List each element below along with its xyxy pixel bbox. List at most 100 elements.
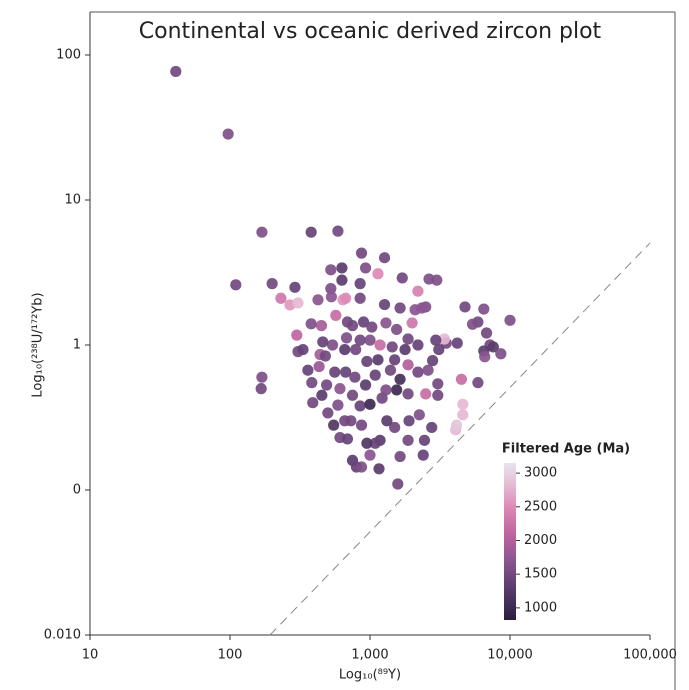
data-point (433, 343, 445, 356)
data-point (392, 478, 404, 490)
data-point (355, 419, 368, 431)
data-point (319, 350, 331, 362)
data-point (451, 337, 463, 349)
data-point (340, 292, 352, 304)
data-point (316, 389, 328, 401)
data-point (389, 421, 401, 434)
data-point (326, 339, 339, 351)
data-point (354, 400, 366, 412)
y-tick-label: 0 (73, 483, 81, 498)
data-point (366, 321, 378, 333)
data-point (336, 274, 348, 286)
data-point (339, 343, 351, 356)
data-point (432, 378, 444, 390)
data-point (307, 397, 319, 409)
data-point (495, 348, 507, 360)
data-point (349, 371, 361, 383)
data-point (402, 359, 414, 371)
data-point (340, 332, 353, 344)
data-point (422, 364, 434, 376)
x-tick-label: 100,000 (623, 648, 677, 663)
data-point (230, 279, 242, 291)
data-point (431, 274, 443, 286)
data-point (255, 383, 267, 395)
data-point (391, 384, 403, 396)
data-point (412, 339, 424, 351)
data-point (399, 343, 411, 356)
data-point (341, 433, 354, 445)
colorbar-tick-label: 2000 (524, 533, 557, 548)
data-point (364, 449, 376, 461)
data-point (275, 292, 287, 304)
colorbar (504, 463, 516, 620)
data-point (412, 366, 424, 378)
data-point (305, 318, 317, 330)
y-tick-label: 100 (56, 48, 81, 63)
data-point (256, 226, 268, 238)
data-point (355, 247, 368, 259)
data-point (394, 450, 406, 463)
data-point (430, 334, 442, 346)
data-point (427, 355, 439, 367)
data-point (480, 327, 493, 339)
x-tick-label: 10 (82, 648, 99, 663)
data-point (412, 285, 424, 297)
data-point (357, 316, 370, 328)
data-point (402, 434, 414, 446)
data-point (170, 65, 182, 78)
data-point (455, 373, 468, 385)
data-point (487, 341, 499, 353)
chart-title: Continental vs oceanic derived zircon pl… (139, 19, 602, 44)
data-point (478, 303, 490, 315)
data-point (364, 398, 376, 410)
data-point (402, 333, 414, 345)
data-point (332, 225, 344, 237)
data-point (391, 323, 403, 336)
data-point (384, 364, 397, 376)
data-point (420, 388, 432, 400)
y-axis-label: Log₁₀(²³⁸U/¹⁷²Yb) (31, 292, 46, 397)
data-point (325, 291, 337, 303)
data-point (355, 461, 368, 473)
data-point (361, 355, 373, 368)
data-point (330, 309, 342, 322)
colorbar-tick-label: 1000 (524, 600, 557, 615)
data-point (403, 415, 415, 427)
data-point (369, 369, 381, 381)
data-point (292, 297, 304, 309)
data-point (426, 421, 438, 434)
data-point (297, 343, 309, 356)
data-point (416, 302, 428, 314)
data-point (472, 377, 484, 389)
data-point (321, 379, 333, 391)
data-point (328, 419, 340, 431)
data-point (386, 341, 398, 353)
data-point (346, 389, 359, 401)
data-point (322, 407, 334, 419)
data-point (266, 278, 278, 290)
data-point (354, 334, 366, 346)
x-axis-label: Log₁₀(⁸⁹Y) (339, 668, 401, 683)
data-point (334, 383, 346, 395)
data-point (413, 409, 425, 421)
data-point (378, 252, 391, 264)
data-point (380, 317, 392, 329)
data-point (374, 339, 386, 351)
data-point (396, 272, 408, 284)
data-point (313, 360, 325, 373)
data-point (417, 449, 429, 461)
data-point (459, 301, 471, 313)
y-tick-label: 1 (73, 338, 81, 353)
data-point (336, 262, 348, 274)
data-point (354, 278, 366, 290)
data-point (289, 281, 301, 293)
data-point (378, 298, 391, 311)
data-point (341, 316, 354, 328)
data-point (332, 399, 344, 411)
data-point (504, 314, 516, 326)
data-point (354, 292, 366, 304)
data-point (479, 351, 491, 363)
data-point (350, 343, 362, 356)
x-tick-label: 100 (218, 648, 243, 663)
